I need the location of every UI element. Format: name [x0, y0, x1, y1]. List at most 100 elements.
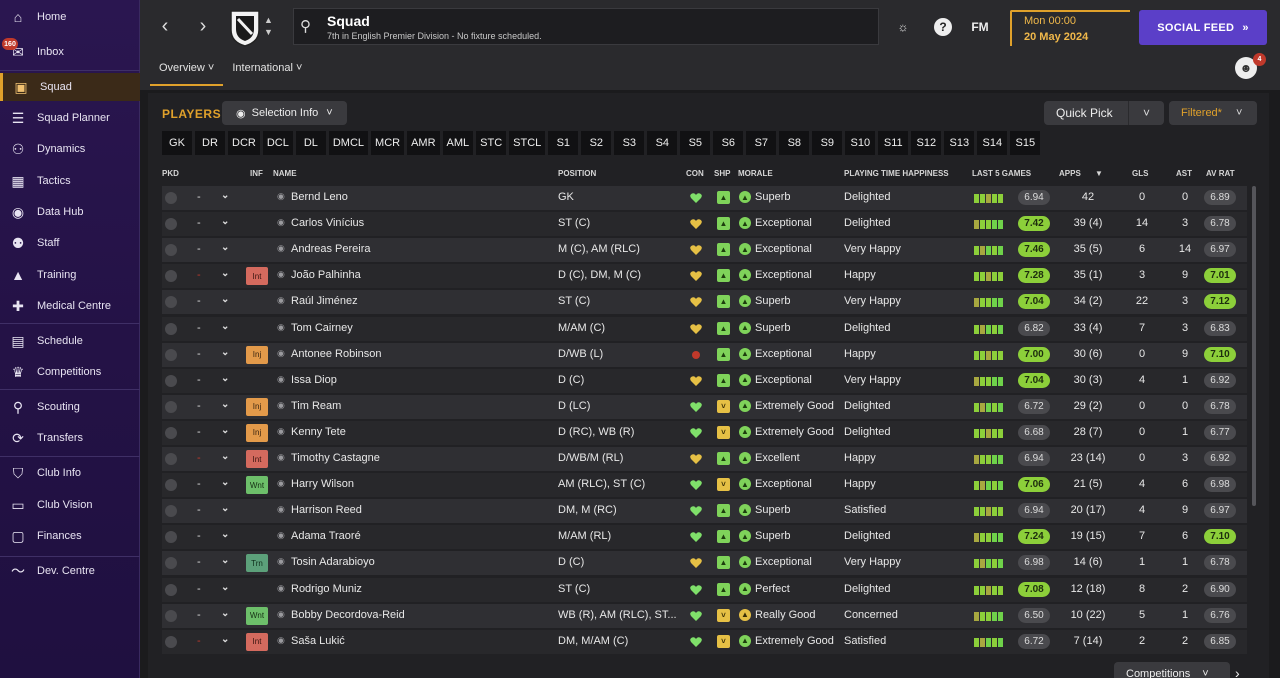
selection-dash[interactable]: - [197, 321, 201, 334]
quick-pick-dropdown[interactable]: ˅ [1128, 101, 1164, 125]
player-name[interactable]: Bobby Decordova-Reid [291, 608, 405, 621]
position-filter-aml[interactable]: AML [442, 131, 474, 155]
player-name[interactable]: Timothy Castagne [291, 452, 380, 464]
table-row[interactable]: - ⌄ ◉ Rodrigo Muniz ST (C) ▲ ▲ Perfect Delighted… [162, 577, 1247, 602]
col-gls[interactable]: GLS [1132, 169, 1149, 178]
player-name[interactable]: Adama Traoré [291, 530, 361, 543]
sidebar-item-squad[interactable]: ▣ Squad [0, 73, 140, 101]
selection-dash[interactable]: - [197, 217, 201, 230]
pick-toggle[interactable] [165, 453, 177, 465]
selection-dash[interactable]: - [197, 582, 201, 595]
pick-toggle[interactable] [165, 557, 177, 570]
search-icon[interactable]: ⚲ [300, 18, 311, 35]
position-filter-dl[interactable]: DL [295, 131, 326, 155]
position-filter-amr[interactable]: AMR [407, 131, 440, 155]
position-filter-s6[interactable]: S6 [713, 131, 744, 155]
fm-menu-button[interactable]: FM [971, 20, 989, 34]
chevron-down-icon[interactable]: ⌄ [221, 503, 230, 515]
selection-dash[interactable]: - [197, 634, 201, 647]
pick-toggle[interactable] [165, 270, 177, 283]
table-row[interactable]: - ⌄ ◉ Bernd Leno GK ▲ ▲ Superb Delighted 6.94 42 0 0… [162, 186, 1247, 210]
chevron-down-icon[interactable]: ⌄ [221, 581, 230, 593]
pick-toggle[interactable] [165, 400, 177, 413]
player-name[interactable]: Tim Ream [291, 399, 342, 412]
filter-button[interactable]: Filtered* ˅ [1169, 101, 1257, 125]
title-search-box[interactable]: ⚲ Squad 7th in English Premier Division … [293, 8, 879, 45]
pick-toggle[interactable] [165, 531, 177, 544]
table-row[interactable]: - ⌄ Inj ◉ Kenny Tete D (RC), WB (R) ˅ ▲ Extremel… [162, 420, 1247, 445]
help-icon[interactable]: ? [932, 16, 954, 38]
col-last5[interactable]: LAST 5 GAMES [972, 169, 1032, 178]
position-filter-s4[interactable]: S4 [647, 131, 678, 155]
chevron-down-icon[interactable]: ⌄ [221, 320, 230, 332]
position-filter-s3[interactable]: S3 [614, 131, 645, 155]
player-name[interactable]: João Palhinha [291, 269, 361, 282]
sidebar-item-home[interactable]: ⌂ Home [0, 3, 140, 31]
back-button[interactable]: ‹ [161, 14, 169, 37]
position-filter-s1[interactable]: S1 [548, 131, 579, 155]
selection-dash[interactable]: - [197, 399, 201, 412]
player-name[interactable]: Tom Cairney [291, 321, 353, 334]
col-shp[interactable]: SHP [714, 169, 731, 178]
table-row[interactable]: - ⌄ ◉ Tom Cairney M/AM (C) ▲ ▲ Superb Delighted 6… [162, 316, 1247, 341]
selection-dash[interactable]: - [197, 373, 201, 386]
pick-toggle[interactable] [165, 479, 177, 492]
sidebar-item-competitions[interactable]: ♛ Competitions [0, 358, 140, 386]
table-row[interactable]: - ⌄ ◉ Adama Traoré M/AM (RL) ▲ ▲ Superb Delighte… [162, 525, 1247, 550]
sidebar-item-inbox[interactable]: ✉ Inbox [0, 38, 140, 66]
pick-toggle[interactable] [165, 244, 177, 257]
chevron-down-icon[interactable]: ⌄ [221, 398, 230, 410]
selection-dash[interactable]: - [197, 191, 201, 203]
table-row[interactable]: - ⌄ ◉ Issa Diop D (C) ▲ ▲ Exceptional Very Happy… [162, 368, 1247, 393]
col-con[interactable]: CON [686, 169, 704, 178]
col-ast[interactable]: AST [1176, 169, 1192, 178]
player-name[interactable]: Saša Lukić [291, 634, 345, 647]
sidebar-item-club-vision[interactable]: ▭ Club Vision [0, 491, 140, 519]
selection-dash[interactable]: - [197, 452, 201, 464]
player-name[interactable]: Kenny Tete [291, 425, 346, 438]
table-row[interactable]: - ⌄ Inj ◉ Tim Ream D (LC) ˅ ▲ Extremely Good Deli… [162, 394, 1247, 419]
pick-toggle[interactable] [165, 348, 177, 361]
chevron-down-icon[interactable]: ⌄ [221, 555, 230, 567]
pick-toggle[interactable] [165, 218, 177, 231]
sidebar-item-staff[interactable]: ⚉ Staff [0, 229, 140, 257]
chevron-down-icon[interactable]: ⌄ [221, 529, 230, 541]
chevron-down-icon[interactable]: ⌄ [221, 633, 230, 645]
social-feed-button[interactable]: SOCIAL FEED » [1139, 10, 1267, 45]
col-position[interactable]: POSITION [558, 169, 597, 178]
position-filter-stc[interactable]: STC [476, 131, 507, 155]
player-name[interactable]: Harrison Reed [291, 504, 362, 517]
selection-dash[interactable]: - [197, 608, 201, 621]
col-inf[interactable]: INF [250, 169, 263, 178]
tab-international[interactable]: International ˅ [223, 56, 311, 86]
quick-pick-button[interactable]: Quick Pick [1044, 101, 1164, 125]
position-filter-gk[interactable]: GK [162, 131, 192, 155]
sidebar-item-training[interactable]: ▲ Training [0, 261, 140, 289]
position-filter-s10[interactable]: S10 [845, 131, 876, 155]
selection-dash[interactable]: - [197, 530, 201, 543]
sidebar-item-finances[interactable]: ▢ Finances [0, 522, 140, 550]
chevron-down-icon[interactable]: ⌄ [221, 451, 230, 462]
selection-dash[interactable]: - [197, 243, 201, 256]
chevron-down-icon[interactable]: ⌄ [221, 190, 230, 201]
sidebar-item-dynamics[interactable]: ⚇ Dynamics [0, 135, 140, 163]
sidebar-item-club-info[interactable]: ⛉ Club Info [0, 459, 140, 487]
position-filter-s8[interactable]: S8 [779, 131, 810, 155]
position-filter-s13[interactable]: S13 [944, 131, 975, 155]
table-row[interactable]: - ⌄ ◉ Harrison Reed DM, M (RC) ▲ ▲ Superb Satisf… [162, 499, 1247, 524]
col-pkd[interactable]: PKD [162, 169, 179, 178]
player-name[interactable]: Antonee Robinson [291, 347, 382, 360]
chevron-down-icon[interactable]: ⌄ [221, 294, 230, 306]
player-name[interactable]: Carlos Vinícius [291, 217, 365, 230]
col-apps[interactable]: APPS [1059, 169, 1081, 178]
sidebar-item-medical-centre[interactable]: ✚ Medical Centre [0, 292, 140, 320]
player-name[interactable]: Issa Diop [291, 373, 337, 386]
sidebar-item-schedule[interactable]: ▤ Schedule [0, 327, 140, 355]
position-filter-s5[interactable]: S5 [680, 131, 711, 155]
competitions-dropdown[interactable]: Competitions ˅ [1114, 662, 1230, 678]
selection-dash[interactable]: - [197, 478, 201, 491]
table-scrollbar[interactable] [1252, 186, 1256, 506]
table-row[interactable]: - ⌄ Int ◉ Saša Lukić DM, M/AM (C) ˅ ▲ Extremely … [162, 629, 1247, 654]
tab-overview[interactable]: Overview ˅ [150, 56, 224, 86]
chevron-down-icon[interactable]: ⌄ [221, 424, 230, 436]
